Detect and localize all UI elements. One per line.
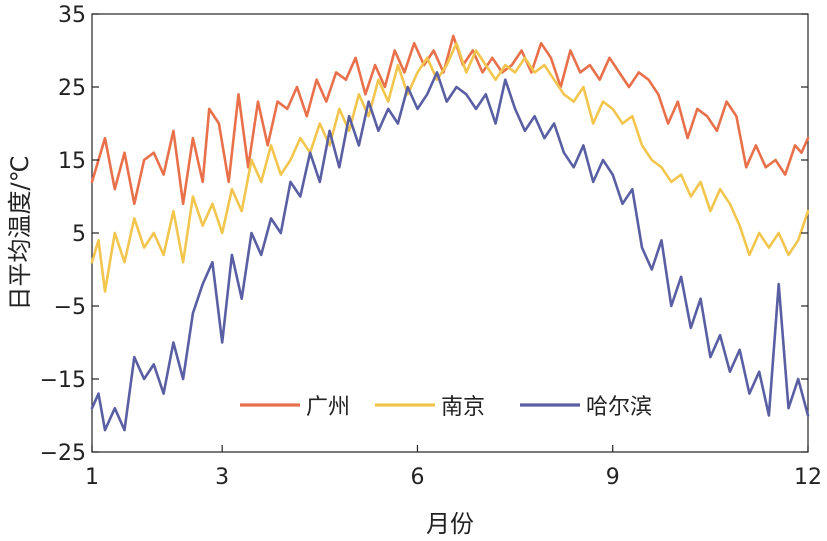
legend-label: 南京 [441,395,485,420]
x-tick-label: 12 [794,465,822,490]
x-axis-title: 月份 [426,510,474,538]
plot-area [90,13,810,453]
series-line-1 [90,34,810,206]
x-tick-label: 6 [410,465,424,490]
x-tick-label: 3 [215,465,229,490]
series-line-3 [90,71,810,432]
legend: 广州 南京 哈尔滨 [240,395,652,420]
y-tick-label: 5 [72,222,86,247]
y-tick-label: 25 [58,76,86,101]
y-tick-label: −5 [54,295,86,320]
series-line-2 [90,41,810,293]
legend-label: 广州 [306,395,350,420]
y-axis-title: 日平均温度/℃ [6,155,34,310]
y-tick-label: 15 [58,149,86,174]
series-layer [90,34,810,432]
y-tick-label: 35 [58,3,86,28]
y-tick-label: −15 [40,368,86,393]
x-axis: 1 3 6 9 12 [85,445,822,490]
plot-frame [91,13,809,453]
legend-label: 哈尔滨 [586,395,652,420]
x-tick-label: 1 [85,465,99,490]
x-tick-label: 9 [606,465,620,490]
y-tick-label: −25 [40,441,86,466]
y-axis: 35 25 15 5 −5 −15 −25 [40,3,808,466]
